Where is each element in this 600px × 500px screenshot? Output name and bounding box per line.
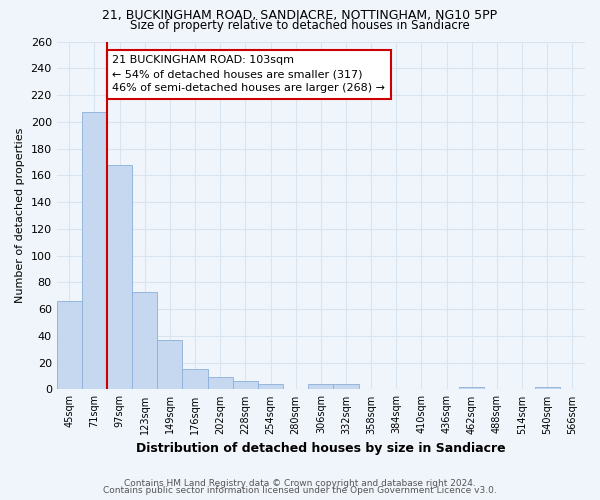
Text: 21, BUCKINGHAM ROAD, SANDIACRE, NOTTINGHAM, NG10 5PP: 21, BUCKINGHAM ROAD, SANDIACRE, NOTTINGH… [103,9,497,22]
Y-axis label: Number of detached properties: Number of detached properties [15,128,25,303]
Text: Size of property relative to detached houses in Sandiacre: Size of property relative to detached ho… [130,18,470,32]
Bar [233,382,258,390]
Bar [334,384,359,390]
X-axis label: Distribution of detached houses by size in Sandiacre: Distribution of detached houses by size … [136,442,506,455]
Text: Contains public sector information licensed under the Open Government Licence v3: Contains public sector information licen… [103,486,497,495]
Bar [56,301,82,390]
Bar [258,384,283,390]
Bar [182,370,208,390]
Bar [535,387,560,390]
Bar [157,340,182,390]
Bar [308,384,334,390]
Bar [208,378,233,390]
Text: 21 BUCKINGHAM ROAD: 103sqm
← 54% of detached houses are smaller (317)
46% of sem: 21 BUCKINGHAM ROAD: 103sqm ← 54% of deta… [112,56,385,94]
Text: Contains HM Land Registry data © Crown copyright and database right 2024.: Contains HM Land Registry data © Crown c… [124,478,476,488]
Bar [132,292,157,390]
Bar [459,387,484,390]
Bar [107,164,132,390]
Bar [82,112,107,390]
